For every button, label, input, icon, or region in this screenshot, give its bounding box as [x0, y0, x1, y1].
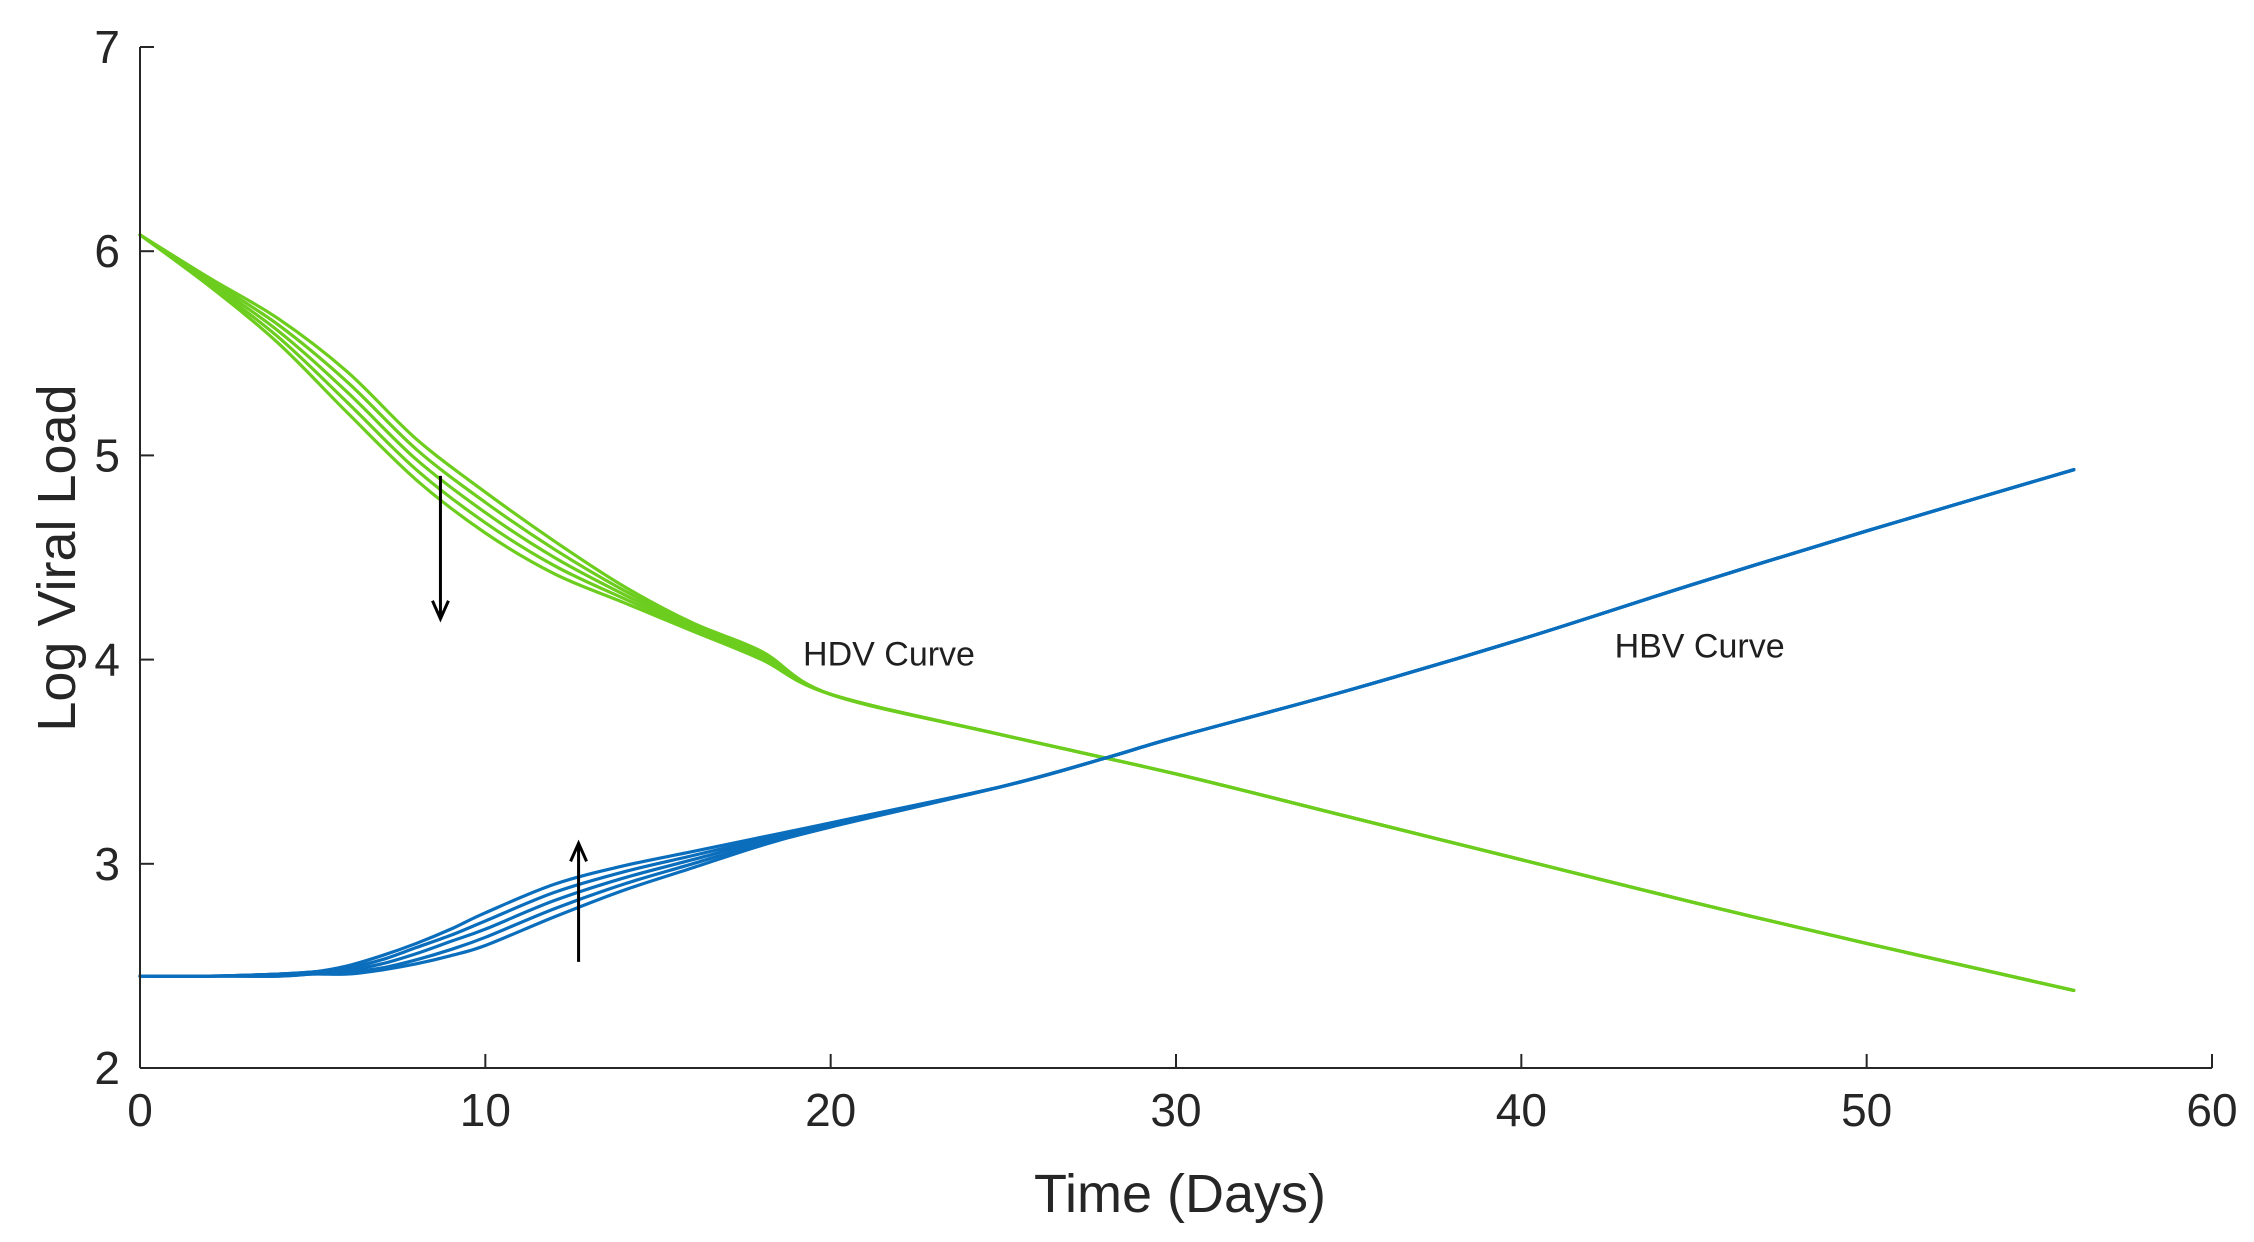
- hdv-series-line: [138, 233, 2076, 992]
- hdv-series-line: [138, 233, 2076, 992]
- hdv-label: HDV Curve: [803, 635, 975, 673]
- hbv-series-line: [138, 468, 2076, 978]
- hdv-series-line: [138, 233, 2076, 992]
- x-ticks-group: 0 10 20 30 40 50 60: [127, 1054, 2238, 1136]
- y-tick-label: 2: [94, 1042, 120, 1094]
- y-tick-label: 4: [94, 634, 120, 686]
- x-tick-label: 0: [127, 1084, 153, 1136]
- x-axis-title: Time (Days): [1034, 1164, 1326, 1224]
- annotations-group: HDV Curve HBV Curve: [803, 627, 1785, 673]
- y-tick-label: 5: [94, 429, 120, 481]
- x-tick-label: 50: [1841, 1084, 1892, 1136]
- hbv-trend-arrow-head: [569, 839, 588, 862]
- hbv-series-line: [138, 468, 2076, 978]
- hdv-series-line: [138, 233, 2076, 992]
- y-tick-label: 6: [94, 225, 120, 277]
- hdv-series-line: [138, 233, 2076, 992]
- axes-group: [139, 47, 2212, 1069]
- x-tick-label: 10: [460, 1084, 511, 1136]
- x-tick-label: 60: [2186, 1084, 2237, 1136]
- hbv-label: HBV Curve: [1615, 627, 1785, 665]
- hdv-trend-arrow-head: [431, 600, 450, 623]
- y-tick-label: 3: [94, 838, 120, 890]
- x-tick-label: 30: [1150, 1084, 1201, 1136]
- hbv-series-line: [138, 468, 2076, 978]
- y-ticks-group: 2 3 4 5 6 7: [94, 21, 154, 1094]
- y-axis-title: Log Viral Load: [27, 384, 87, 731]
- arrows-group: [431, 475, 588, 962]
- hbv-series-line: [138, 468, 2076, 978]
- y-tick-label: 7: [94, 21, 120, 73]
- x-tick-label: 20: [805, 1084, 856, 1136]
- hbv-series-line: [138, 468, 2076, 978]
- x-tick-label: 40: [1496, 1084, 1547, 1136]
- plot-lines-group: [138, 233, 2076, 992]
